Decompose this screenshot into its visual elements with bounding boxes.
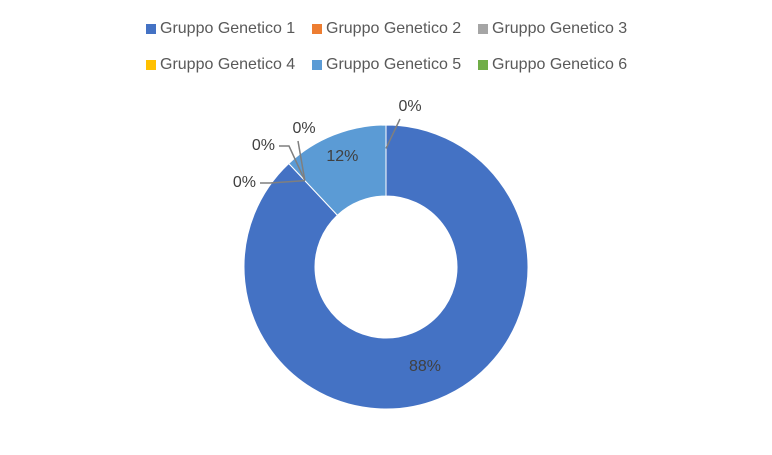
legend-label: Gruppo Genetico 4: [160, 56, 295, 73]
legend-marker: [146, 60, 156, 70]
leader-line: [385, 118, 401, 149]
legend-label: Gruppo Genetico 3: [492, 20, 627, 37]
data-label: 12%: [326, 148, 358, 165]
legend-marker: [146, 24, 156, 34]
legend-marker: [312, 60, 322, 70]
legend-label: Gruppo Genetico 2: [326, 20, 461, 37]
legend-marker: [312, 24, 322, 34]
data-label: 0%: [252, 137, 275, 154]
leader-line: [297, 140, 306, 181]
legend-label: Gruppo Genetico 1: [160, 20, 295, 37]
data-label: 0%: [233, 174, 256, 191]
legend-marker: [478, 60, 488, 70]
legend: Gruppo Genetico 1 Gruppo Genetico 2 Gruppo…: [146, 20, 627, 73]
data-label: 0%: [398, 98, 421, 115]
donut-slice: [288, 124, 387, 216]
data-label: 0%: [292, 120, 315, 137]
data-label: 88%: [409, 358, 441, 375]
legend-marker: [478, 24, 488, 34]
legend-label: Gruppo Genetico 5: [326, 56, 461, 73]
leader-line: [260, 179, 305, 184]
legend-label: Gruppo Genetico 6: [492, 56, 627, 73]
leader-line: [279, 145, 306, 181]
donut-slice: [243, 124, 529, 410]
